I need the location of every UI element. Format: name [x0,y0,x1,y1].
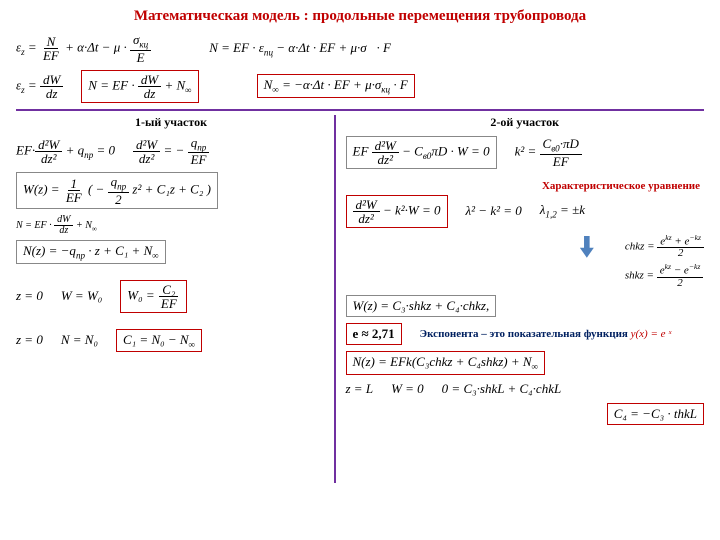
eq-Ninf-boxed: N∞ = −α·Δt · EF + μ·σкц · F [257,74,415,98]
c1-ode2: d²Wdz² = − qпрEF [133,136,209,167]
c2-bc-w: W = 0 [391,381,424,397]
two-columns: 1-ый участок EF·d²Wdz² + qпр = 0 d²Wdz² … [16,115,704,483]
c2-char3: λ1,2 = ±k [540,202,585,220]
c2-k2: k² = Cв0·πDEF [515,137,582,168]
col2-heading: 2-ой участок [346,115,705,130]
c2-char2: λ² − k² = 0 [466,203,522,219]
c2-C4-box: C₄ = −C₃ · thkL [607,403,704,425]
c1-ode: EF·d²Wdz² + qпр = 0 [16,138,115,165]
c1-bc2-z: z = 0 [16,332,43,348]
c1-bc2-box: C₁ = N₀ − N∞ [116,329,202,353]
c2-char-box: d²Wdz² − k²·W = 0 [346,195,448,228]
col1-heading: 1-ый участок [16,115,326,130]
c2-e-box: e ≈ 2,71 [346,323,402,345]
col-2: 2-ой участок EF d²Wdz² − Cв0πD · W = 0 k… [336,115,705,483]
c2-ode: EF d²Wdz² − Cв0πD · W = 0 [346,136,497,169]
page-title: Математическая модель : продольные перем… [16,8,704,25]
eq-N-boxed: N = EF · dWdz + N∞ [81,70,198,103]
c1-bc1-box: W₀ = C₂EF [120,280,187,313]
char-title: Характеристическое уравнение [542,180,700,192]
eq-epsz2: εz = dWdz [16,73,63,100]
c2-shkz: shkz = ekz − e−kz2 [625,263,704,289]
c1-W-boxed: W(z) = 1EF ( − qпр2 z² + C₁z + C₂ ) [16,172,218,209]
divider-h [16,109,704,111]
c2-N-box: N(z) = EFk(C₃chkz + C₄shkz) + N∞ [346,351,546,375]
c1-small: N = EF · dWdz + N∞ [16,215,326,236]
c1-bc1-z: z = 0 [16,288,43,304]
c2-W-box: W(z) = C₃·shkz + C₄·chkz, [346,295,497,317]
eq-N-full: N = EF · εпц − α·Δt · EF + μ·σ · F [209,40,391,58]
exp-note: Экспонента – это показательная функция y… [420,328,672,340]
down-arrow-icon [580,236,594,258]
c2-bc-eq: 0 = C₃·shkL + C₄·chkL [442,381,562,397]
eq-epsz1: εz = NEF + α·Δt − μ · σкцE [16,33,151,64]
c1-N-boxed: N(z) = −qпр · z + C₁ + N∞ [16,240,166,264]
top-section: εz = NEF + α·Δt − μ · σкцE N = EF · εпц … [16,33,704,103]
c1-bc2-n: N = N₀ [61,332,98,348]
col-1: 1-ый участок EF·d²Wdz² + qпр = 0 d²Wdz² … [16,115,334,483]
c2-chkz: chkz = ekz + e−kz2 [625,234,704,260]
c2-bc-z: z = L [346,381,374,397]
c1-bc1-w: W = W₀ [61,288,102,304]
